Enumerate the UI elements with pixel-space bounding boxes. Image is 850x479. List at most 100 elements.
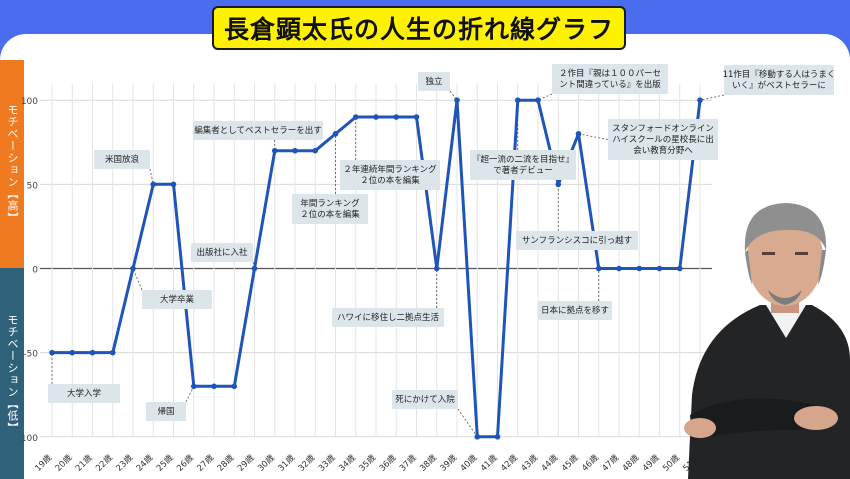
motivation-high-label: モチベーション【高】	[6, 104, 19, 224]
annotation-line: 米国放浪	[105, 154, 140, 165]
annotation-line: 大学卒業	[160, 294, 195, 305]
annotation-line: 独立	[425, 76, 443, 87]
annotation-leader	[578, 133, 609, 140]
annotation-box	[516, 231, 638, 250]
annotation-label: ２年連続年間ランキング２位の本を編集	[343, 164, 437, 186]
annotation-line: で著者デビュー	[493, 165, 553, 176]
annotation-line: 11作目『移動する人はうまく	[723, 69, 836, 80]
annotation-label: 大学卒業	[160, 294, 195, 305]
annotation-line: ント間違っている』を出版	[559, 79, 661, 90]
annotation-box	[340, 160, 440, 190]
y-axis-ticks: 100 50 0 -50 100	[21, 97, 38, 444]
annotation-label: 出版社に入社	[196, 247, 248, 258]
annotation-label: ハワイに移住し二拠点生活	[337, 312, 440, 323]
annotation-label: 編集者としてベストセラーを出す	[194, 125, 321, 136]
annotation-label: サンフランシスコに引っ越す	[522, 235, 632, 246]
motivation-high-bar: モチベーション【高】	[0, 60, 24, 268]
data-point	[393, 114, 400, 120]
data-point	[595, 265, 602, 272]
annotation-line: ハイスクールの星校長に出	[612, 134, 714, 145]
annotation-line: 帰国	[157, 406, 174, 417]
data-point	[332, 131, 339, 137]
annotation-box	[146, 402, 186, 421]
motivation-low-bar: モチベーション【低】	[0, 268, 24, 479]
annotation-box	[94, 150, 150, 169]
annotation-label: 『超一流の二流を目指せ』で著者デビュー	[472, 154, 574, 176]
y-tick-label: 0	[32, 266, 38, 276]
data-point	[170, 181, 177, 188]
data-point	[251, 265, 258, 272]
data-point	[413, 114, 420, 120]
annotation-line: いく』がベストセラーに	[732, 80, 826, 91]
data-point	[494, 434, 501, 440]
data-point	[190, 383, 197, 390]
motivation-low-label: モチベーション【低】	[6, 313, 19, 434]
chart-grid	[40, 83, 712, 438]
annotation-line: ２年連続年間ランキング	[343, 164, 437, 175]
annotation-box	[191, 243, 253, 262]
annotation-box	[392, 390, 458, 409]
data-point	[150, 181, 157, 188]
data-point	[352, 114, 359, 120]
data-point	[575, 131, 582, 137]
person-icon	[684, 203, 850, 479]
annotation-label: 米国放浪	[105, 154, 140, 165]
data-point	[231, 383, 238, 390]
annotation-box	[292, 194, 368, 224]
annotation-box	[193, 121, 323, 140]
data-point	[89, 349, 96, 356]
annotation-label: スタンフォードオンラインハイスクールの星校長に出会い教育分野へ	[612, 124, 714, 156]
data-point	[535, 97, 541, 103]
annotation-label: 日本に拠点を移す	[541, 305, 609, 316]
data-point	[514, 97, 521, 103]
annotation-leader	[699, 94, 725, 101]
data-point	[312, 147, 319, 154]
y-tick-label: 100	[21, 97, 38, 107]
annotation-line: 日本に拠点を移す	[541, 305, 609, 316]
annotation-line: 編集者としてベストセラーを出す	[194, 125, 321, 136]
data-point	[373, 114, 379, 120]
annotation-box	[724, 65, 834, 95]
annotation-label: 死にかけて入院	[395, 394, 455, 405]
annotation-line: 年間ランキング	[300, 198, 360, 209]
annotation-line: 出版社に入社	[196, 247, 248, 258]
annotation-box	[48, 384, 120, 403]
annotation-box	[470, 150, 576, 180]
annotation-box	[418, 72, 450, 91]
data-point	[292, 147, 298, 154]
y-tick-label: -50	[23, 350, 38, 360]
data-point	[555, 181, 562, 188]
data-point	[211, 383, 217, 390]
data-point	[69, 349, 76, 356]
annotation-label: 帰国	[157, 406, 174, 417]
annotation-line: ２作目『親は１００パーセ	[559, 68, 661, 79]
data-point	[636, 265, 643, 272]
series-points	[49, 97, 703, 440]
data-point	[656, 265, 663, 272]
annotation-line: スタンフォードオンライン	[612, 124, 714, 134]
annotation-label: 大学入学	[67, 388, 102, 399]
annotation-line: 会い教育分野へ	[633, 145, 693, 156]
annotation-box	[142, 290, 212, 309]
y-tick-label: 50	[27, 181, 39, 191]
annotation-line: 死にかけて入院	[395, 394, 455, 405]
annotation-label: 独立	[425, 76, 443, 87]
annotation-line: 大学入学	[67, 388, 102, 399]
data-point	[454, 97, 460, 103]
y-tick-label: 100	[21, 434, 38, 444]
data-point	[130, 265, 136, 272]
annotation-box	[608, 119, 718, 160]
annotation-line: ２位の本を編集	[300, 209, 360, 220]
page-title: 長倉顕太氏の人生の折れ線グラフ	[212, 6, 626, 50]
data-point	[474, 434, 481, 440]
data-point	[49, 349, 55, 356]
annotation-line: ２位の本を編集	[360, 175, 420, 186]
annotation-line: 『超一流の二流を目指せ』	[472, 154, 574, 165]
annotation-leaders	[51, 90, 725, 438]
annotation-box	[552, 64, 668, 94]
annotation-label: 11作目『移動する人はうまくいく』がベストセラーに	[723, 69, 836, 91]
data-point	[433, 265, 440, 272]
